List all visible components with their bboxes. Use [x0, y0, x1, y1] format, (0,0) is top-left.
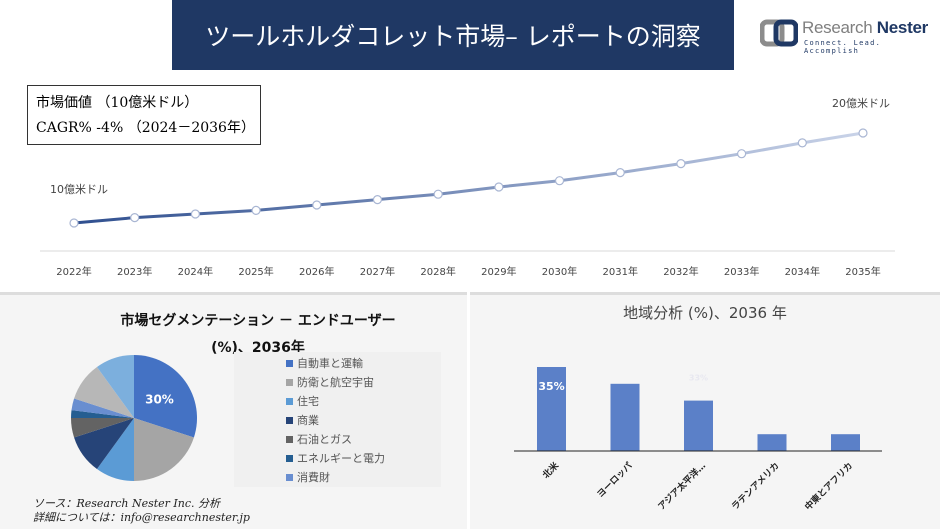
x-tick-label: 2033年	[724, 265, 759, 278]
legend-label: 石油とガス	[297, 433, 352, 446]
x-tick-label: 2026年	[299, 265, 334, 278]
legend-swatch	[286, 455, 293, 462]
bar	[831, 434, 860, 451]
legend-label: エネルギーと電力	[297, 452, 385, 465]
x-tick-label: 中東とアフリカ	[802, 460, 855, 513]
legend-label: 消費財	[297, 471, 330, 484]
data-point	[312, 200, 322, 210]
market-value-label: 市場価値 （10億米ドル）	[36, 95, 199, 111]
data-point	[190, 209, 200, 219]
pie-slice	[74, 367, 134, 418]
legend-item: 消費財	[286, 468, 441, 487]
x-tick-label: 2034年	[785, 265, 820, 278]
data-point	[858, 128, 868, 138]
data-point	[676, 159, 686, 169]
legend-label: 商業	[297, 414, 319, 427]
x-tick-label: 2024年	[178, 265, 213, 278]
x-tick-label: 2023年	[117, 265, 152, 278]
bar	[684, 400, 713, 451]
legend-swatch	[286, 417, 293, 424]
x-tick-label: アジア太平洋…	[655, 460, 708, 513]
logo-name: Research Nester	[802, 18, 928, 37]
bar	[537, 367, 566, 451]
x-tick-label: 北米	[540, 459, 562, 481]
bar-data-label: 35%	[538, 380, 564, 393]
legend-label: 自動車と運輸	[297, 357, 363, 370]
bar	[757, 434, 787, 451]
data-point	[433, 189, 443, 199]
x-tick-label: ラテンアメリカ	[730, 460, 782, 512]
bar	[610, 383, 640, 451]
pie-slice	[134, 418, 194, 481]
legend-item: 住宅	[286, 392, 441, 411]
x-tick-label: 2022年	[56, 265, 91, 278]
x-tick-label: 2032年	[663, 265, 698, 278]
x-tick-label: 2031年	[603, 265, 638, 278]
logo-tagline: Connect. Lead. Accomplish	[804, 39, 882, 55]
data-point	[737, 149, 747, 159]
data-point	[797, 138, 807, 148]
pie-legend: 自動車と運輸 防衛と航空宇宙 住宅商業石油とガスエネルギーと電力 消費財	[234, 352, 441, 487]
legend-item: エネルギーと電力	[286, 449, 441, 468]
source-note: ソース：Research Nester Inc. 分析 詳細については：info…	[33, 497, 250, 525]
data-point	[615, 168, 625, 178]
legend-swatch	[286, 474, 293, 481]
legend-swatch	[286, 360, 293, 367]
pie-title: 市場セグメンテーション － エンドユーザー	[120, 312, 395, 329]
source-line: ソース：Research Nester Inc. 分析	[33, 497, 221, 510]
series-line	[73, 131, 864, 225]
pie-slice	[71, 410, 134, 418]
legend-label: 住宅	[297, 395, 319, 408]
bar-title: 地域分析 (%)、2036 年	[623, 304, 787, 322]
cagr-label: CAGR% -4% （2024－2036年）	[36, 120, 255, 136]
legend-item: 商業	[286, 411, 441, 430]
contact-line: 詳細については：info@researchnester.jp	[33, 511, 250, 524]
legend-item: 自動車と運輸	[286, 354, 441, 373]
data-point	[494, 182, 504, 192]
page-title: ツールホルダコレット市場– レポートの洞察	[172, 0, 734, 70]
legend-swatch	[286, 398, 293, 405]
x-tick-label: ヨーロッパ	[594, 460, 634, 500]
x-tick-label: 2030年	[542, 265, 577, 278]
end-annotation: 20億米ドル	[832, 97, 890, 110]
bar-chart: 地域分析 (%)、2036 年 35% 北米 ヨーロッパ 33% アジア太平洋… ラテンアメ…	[514, 304, 882, 513]
pie-chart: 市場セグメンテーション － エンドユーザー (%)、2036年 30%	[71, 312, 396, 481]
data-point	[69, 218, 79, 228]
logo-icon	[759, 19, 799, 47]
info-box: 市場価値 （10億米ドル） CAGR% -4% （2024－2036年）	[27, 85, 261, 145]
data-point	[554, 176, 565, 186]
data-point	[251, 205, 261, 215]
pie-slice	[71, 398, 134, 418]
pie-title-2: (%)、2036年	[211, 339, 305, 356]
legend-swatch	[286, 379, 293, 386]
line-chart: 2022年 2023年 2024年 2025年 2026年 2027年 2028年 2029年…	[40, 97, 895, 278]
legend-item: 防衛と航空宇宙	[286, 373, 441, 392]
x-tick-label: 2025年	[238, 265, 273, 278]
x-tick-label: 2027年	[360, 265, 395, 278]
x-tick-label: 2028年	[420, 265, 455, 278]
pie-slice	[74, 418, 134, 469]
data-point	[372, 195, 383, 205]
pie-slice	[96, 355, 134, 418]
legend-swatch	[286, 436, 293, 443]
data-point	[130, 213, 140, 223]
logo: Research Nester Connect. Lead. Accomplis…	[759, 18, 930, 55]
pie-slice	[134, 355, 198, 438]
legend-label: 防衛と航空宇宙	[297, 376, 374, 389]
pie-data-label: 30%	[145, 392, 174, 406]
x-tick-label: 2035年	[845, 265, 880, 278]
start-annotation: 10億米ドル	[50, 183, 108, 196]
pie-slice	[96, 418, 134, 481]
x-tick-label: 2029年	[481, 265, 516, 278]
bar-data-label: 33%	[689, 374, 708, 383]
legend-item: 石油とガス	[286, 430, 441, 449]
pie-slice	[71, 418, 134, 438]
